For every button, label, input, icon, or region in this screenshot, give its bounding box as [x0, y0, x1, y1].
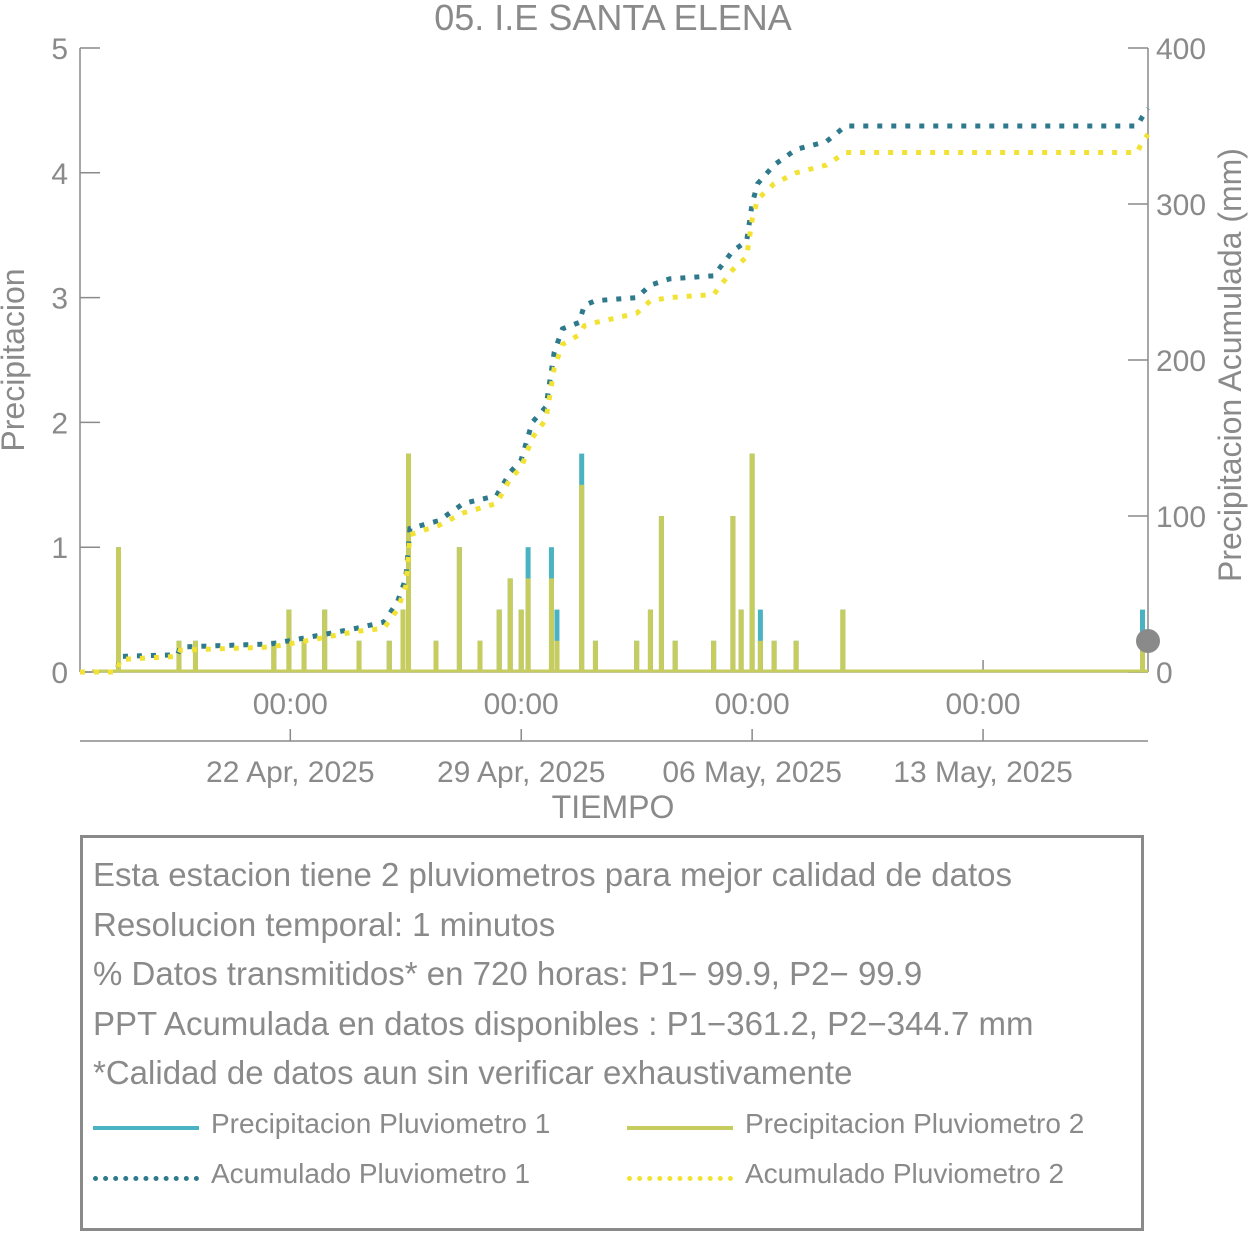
bar-p2 — [548, 578, 554, 672]
bar-p2 — [386, 640, 392, 672]
info-line-accumulated: PPT Acumulada en datos disponibles : P1−… — [93, 1005, 1034, 1042]
legend-item-p2: Precipitacion Pluviometro 2 — [627, 1108, 1137, 1148]
x-tick-time-label: 00:00 — [946, 688, 1021, 721]
y-axis-label: Precipitacion — [0, 268, 31, 451]
legend-item-acc1: Acumulado Pluviometro 1 — [93, 1158, 613, 1198]
y2-tick-label: 200 — [1156, 345, 1206, 378]
bar-p2 — [400, 609, 406, 672]
y-tick-label: 0 — [51, 657, 68, 690]
y2-tick-label: 400 — [1156, 33, 1206, 66]
x-tick-time-label: 00:00 — [715, 688, 790, 721]
bar-p2 — [771, 640, 777, 672]
legend-swatch-acc1 — [93, 1176, 199, 1181]
y-tick-label: 1 — [51, 532, 68, 565]
y-tick-label: 4 — [51, 158, 68, 191]
line-acc2 — [80, 132, 1150, 675]
legend-label-p1: Precipitacion Pluviometro 1 — [211, 1108, 551, 1139]
bar-p2 — [518, 609, 524, 672]
bar-p2 — [738, 609, 744, 672]
bar-p2 — [554, 640, 560, 672]
bar-p2 — [658, 516, 664, 672]
y-tick-label: 2 — [51, 407, 68, 440]
y2-tick-label: 0 — [1156, 657, 1173, 690]
bar-p2 — [477, 640, 483, 672]
y2-axis-label: Precipitacion Acumulada (mm) — [1212, 148, 1248, 582]
bar-p2 — [356, 640, 362, 672]
info-line-stations: Esta estacion tiene 2 pluviometros para … — [93, 856, 1013, 893]
bar-p2 — [1140, 640, 1146, 672]
bar-p2 — [749, 453, 755, 672]
gray-circle-marker — [1136, 629, 1160, 653]
x-tick-time-label: 00:00 — [253, 688, 328, 721]
chart-title: 05. I.E SANTA ELENA — [434, 0, 792, 38]
bar-p2 — [711, 640, 717, 672]
bar-p2 — [176, 640, 182, 672]
x-tick-date-label: 22 Apr, 2025 — [206, 756, 375, 789]
bar-p2 — [840, 609, 846, 672]
bar-p2 — [456, 547, 462, 672]
legend-item-p1: Precipitacion Pluviometro 1 — [93, 1108, 613, 1148]
info-line-resolution: Resolucion temporal: 1 minutos — [93, 906, 556, 943]
info-box: Esta estacion tiene 2 pluviometros para … — [80, 835, 1144, 1231]
bars — [92, 453, 1148, 673]
x-tick-date-label: 13 May, 2025 — [893, 756, 1073, 789]
legend-label-acc1: Acumulado Pluviometro 1 — [211, 1158, 531, 1189]
bar-p2 — [406, 453, 412, 672]
legend-label-acc2: Acumulado Pluviometro 2 — [745, 1158, 1065, 1189]
bar-p2 — [757, 640, 763, 672]
bar-p2 — [647, 609, 653, 672]
y-tick-label: 3 — [51, 283, 68, 316]
info-line-transmitted: % Datos transmitidos* en 720 horas: P1− … — [93, 955, 923, 992]
y2-tick-label: 100 — [1156, 501, 1206, 534]
bar-p2 — [793, 640, 799, 672]
axes: 0 1 2 3 4 5 0 100 200 300 400 00:00 22 Apr, 2025 00:0… — [51, 33, 1206, 789]
y2-tick-label: 300 — [1156, 189, 1206, 222]
legend-swatch-p2 — [627, 1126, 733, 1130]
precipitation-chart: 05. I.E SANTA ELENA Precipitacion Precip… — [0, 0, 1248, 825]
bar-p2 — [525, 578, 531, 672]
x-tick-time-label: 00:00 — [484, 688, 559, 721]
bar-p2 — [301, 640, 307, 672]
x-tick-date-label: 06 May, 2025 — [662, 756, 842, 789]
line-acc1 — [80, 107, 1151, 675]
bar-p2 — [496, 609, 502, 672]
accumulated-lines — [80, 107, 1151, 675]
info-line-quality: *Calidad de datos aun sin verificar exha… — [93, 1054, 853, 1091]
bar-p2 — [634, 640, 640, 672]
legend-swatch-p1 — [93, 1126, 199, 1130]
bar-p2 — [433, 640, 439, 672]
bar-p2 — [730, 516, 736, 672]
x-axis-label: TIEMPO — [552, 789, 675, 825]
legend-item-acc2: Acumulado Pluviometro 2 — [627, 1158, 1137, 1198]
bar-p2 — [672, 640, 678, 672]
y-tick-label: 5 — [51, 33, 68, 66]
bar-p2 — [507, 578, 513, 672]
bar-p2 — [192, 640, 198, 672]
bar-p2 — [322, 609, 328, 672]
bar-p2 — [115, 547, 121, 672]
bar-p2 — [271, 640, 277, 672]
legend-swatch-acc2 — [627, 1176, 733, 1181]
x-tick-date-label: 29 Apr, 2025 — [437, 756, 606, 789]
bar-p2 — [592, 640, 598, 672]
legend-label-p2: Precipitacion Pluviometro 2 — [745, 1108, 1085, 1139]
bar-p2 — [579, 484, 585, 672]
